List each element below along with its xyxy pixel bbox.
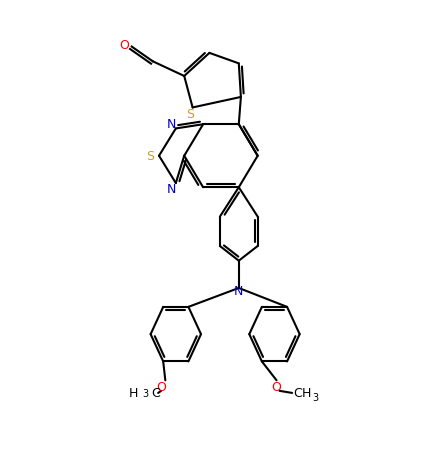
Text: C: C [151, 387, 160, 400]
Text: O: O [272, 380, 282, 393]
Text: N: N [234, 284, 244, 297]
Text: O: O [156, 380, 166, 393]
Text: O: O [119, 39, 129, 52]
Text: H: H [129, 387, 138, 400]
Text: H: H [301, 387, 310, 400]
Text: S: S [187, 108, 195, 121]
Text: N: N [167, 182, 176, 195]
Text: 3: 3 [143, 388, 148, 398]
Text: 3: 3 [312, 392, 318, 402]
Text: C: C [293, 387, 302, 400]
Text: S: S [147, 150, 155, 163]
Text: N: N [167, 118, 176, 131]
